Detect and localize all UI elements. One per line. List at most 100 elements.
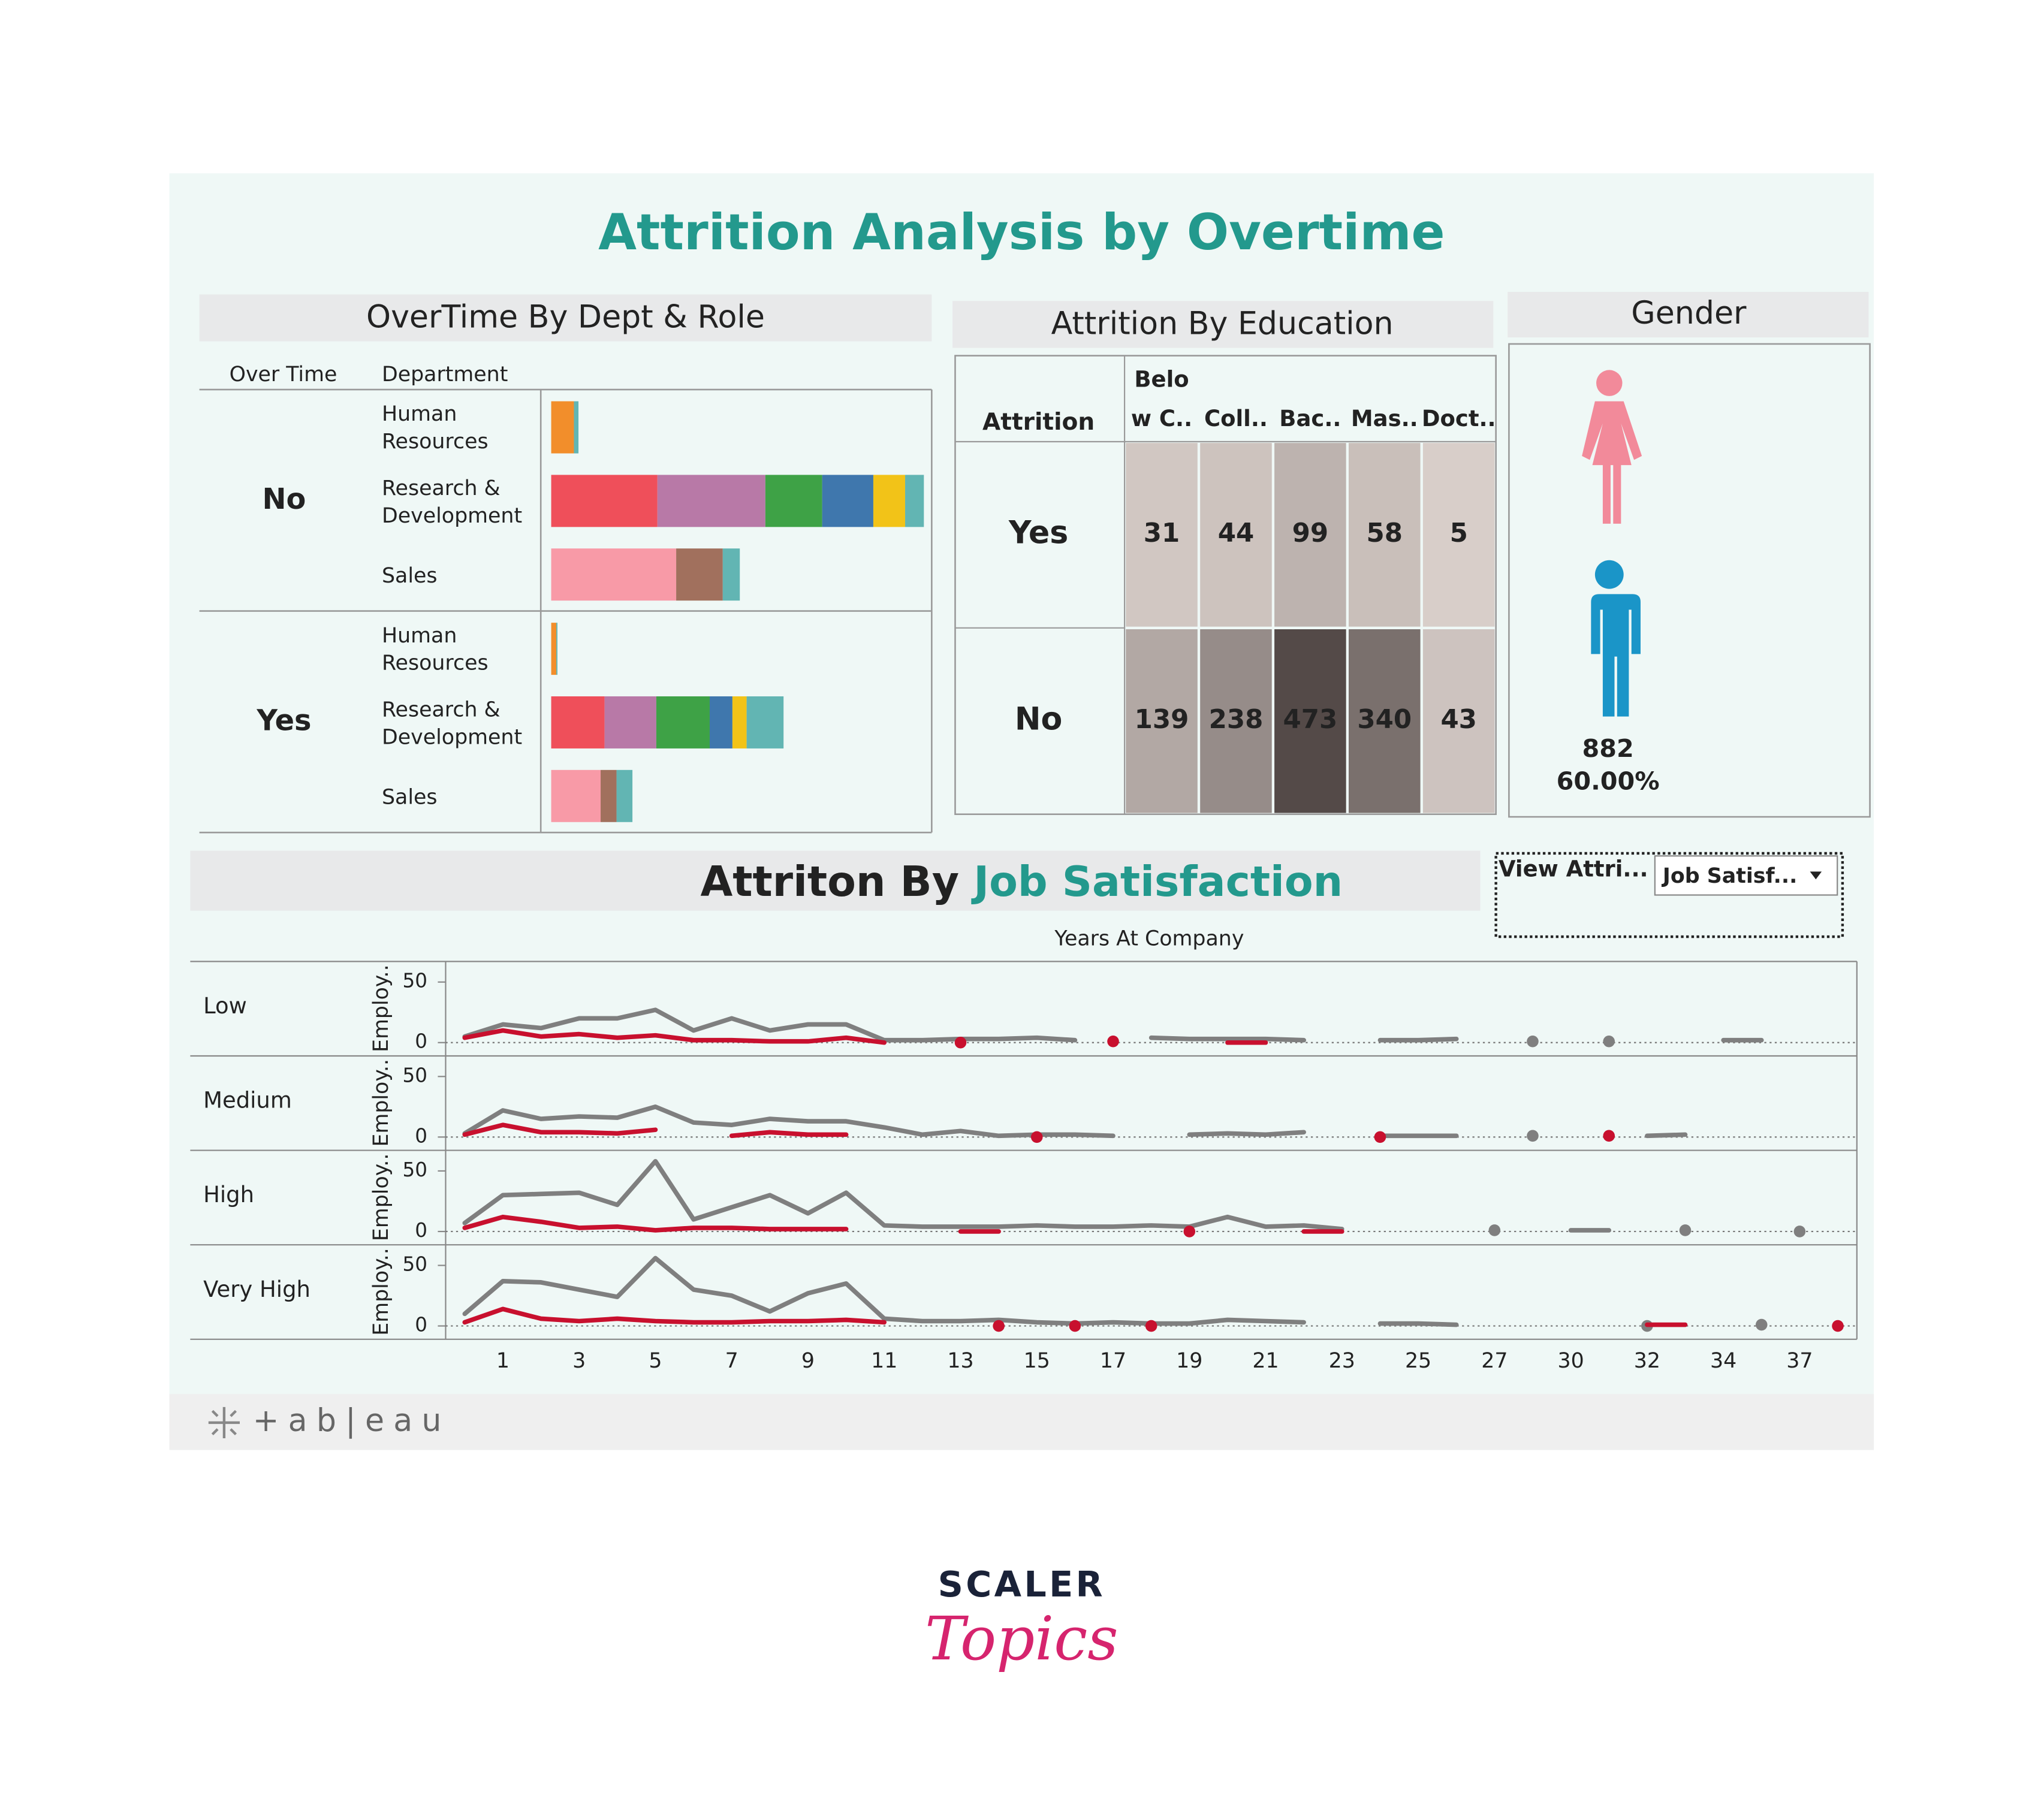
line-point [1603,1130,1615,1142]
line-piece [1377,1321,1459,1327]
section-title: Attrition By Education [1051,306,1394,342]
x-tick-label: 37 [1786,1349,1813,1373]
row-label: Yes [1008,515,1068,551]
line-piece [462,1028,887,1045]
brand-name: SCALER [938,1564,1106,1605]
x-tick-label: 9 [801,1349,815,1373]
cell-label: 31 [1144,518,1180,548]
section-header [190,850,1481,911]
category-label-box: Sales [381,562,438,587]
x-tick-label: 34 [1710,1349,1736,1373]
x-tick-label: 23 [1329,1349,1355,1373]
section-title: Gender [1631,295,1747,331]
filter-dropdown[interactable] [1654,855,1838,896]
bar-segment [604,696,656,748]
dropdown-arrow[interactable] [1810,871,1822,880]
line-point [1374,1131,1386,1143]
line-piece [462,1158,1344,1232]
x-tick-label: 25 [1405,1349,1431,1373]
line-point [1145,1320,1157,1332]
line-point [1755,1318,1768,1331]
section-title: OverTime By Dept & Role [366,300,765,336]
line-point [1183,1226,1196,1238]
category-label: Human Resources [381,401,489,454]
cell-label: 58 [1367,518,1403,548]
brand-tagline: Topics [925,1604,1118,1674]
share-label: 60.00% [1557,767,1660,796]
section-header [199,294,932,342]
bar-segment [873,475,906,527]
line-piece [1148,1035,1306,1043]
line-piece [1645,1132,1688,1139]
category-label-box: Sales [381,783,438,808]
x-tick-label: 32 [1634,1349,1660,1373]
column-header-box: Belo w C.. [1130,367,1193,433]
column-header-box: Coll.. [1204,406,1268,432]
category-label: Research & Development [381,696,523,748]
line-piece [1377,1036,1459,1043]
heat-cell [1200,629,1272,813]
line-point [1030,1131,1043,1143]
count-label: 882 [1582,734,1633,763]
heat-cell [1200,443,1272,627]
cell-label: 99 [1292,518,1329,548]
column-header: Mas.. [1350,406,1418,433]
line-point [1107,1035,1119,1048]
bar-segment [551,623,557,675]
category-label: Sales [381,783,438,808]
table-frame [199,388,933,834]
gender-frame [1508,343,1871,818]
column-header: Belo w C.. [1130,367,1193,433]
line-point [1527,1035,1539,1048]
x-tick-label: 5 [649,1349,662,1373]
bar-segment [765,475,822,527]
cell-label: 44 [1218,518,1255,548]
bar-segment [722,548,740,601]
bar-segment [709,696,732,748]
y-tick-label: 0 [415,1219,427,1242]
bar-segment [574,401,579,454]
bar-segment [601,769,617,822]
tableau-logo: +ab|eau [253,1403,451,1439]
group-label: Yes [256,704,311,737]
facet-label: Very High [203,1276,310,1302]
x-tick-label: 27 [1481,1349,1508,1373]
line-piece [462,1214,849,1233]
line-piece [729,1130,849,1139]
heat-cell [1274,629,1346,813]
cell-label: 5 [1450,518,1468,548]
x-tick-label: 19 [1176,1349,1202,1373]
heat-cell [1126,629,1198,813]
row-label: No [1015,701,1062,737]
category-label-box: Research & Development [382,475,522,527]
line-piece [1187,1130,1306,1137]
bar-segment [551,475,658,527]
bar-segment [656,696,710,748]
category-label-box: Research & Development [381,696,523,748]
y-axis-title: Employ.. [369,1059,393,1147]
cell-label: 473 [1283,705,1337,735]
category-label: Sales [381,562,438,587]
line-point [1793,1226,1806,1238]
line-point [1832,1320,1844,1332]
bar-segment [616,769,633,822]
column-header: Department [382,363,508,387]
column-header: Over Time [230,363,337,387]
filter-value[interactable]: Job Satisf... [1662,864,1797,888]
bar-segment [746,696,784,748]
y-tick-label: 50 [403,1064,427,1086]
bar-segment [657,475,765,527]
x-tick-label: 7 [725,1349,738,1373]
x-tick-label: 3 [572,1349,586,1373]
line-point [1069,1320,1081,1332]
male-icon [1585,560,1641,717]
filter-label: View Attri... [1499,856,1648,882]
y-tick-label: 50 [403,1158,427,1181]
title-highlight: Job Satisfaction [971,858,1343,906]
female-icon [1582,370,1642,524]
category-label-box: Human Resources [382,623,489,675]
column-header: Bac.. [1279,406,1341,433]
heat-cell [1349,443,1421,627]
line-piece [462,1122,658,1137]
